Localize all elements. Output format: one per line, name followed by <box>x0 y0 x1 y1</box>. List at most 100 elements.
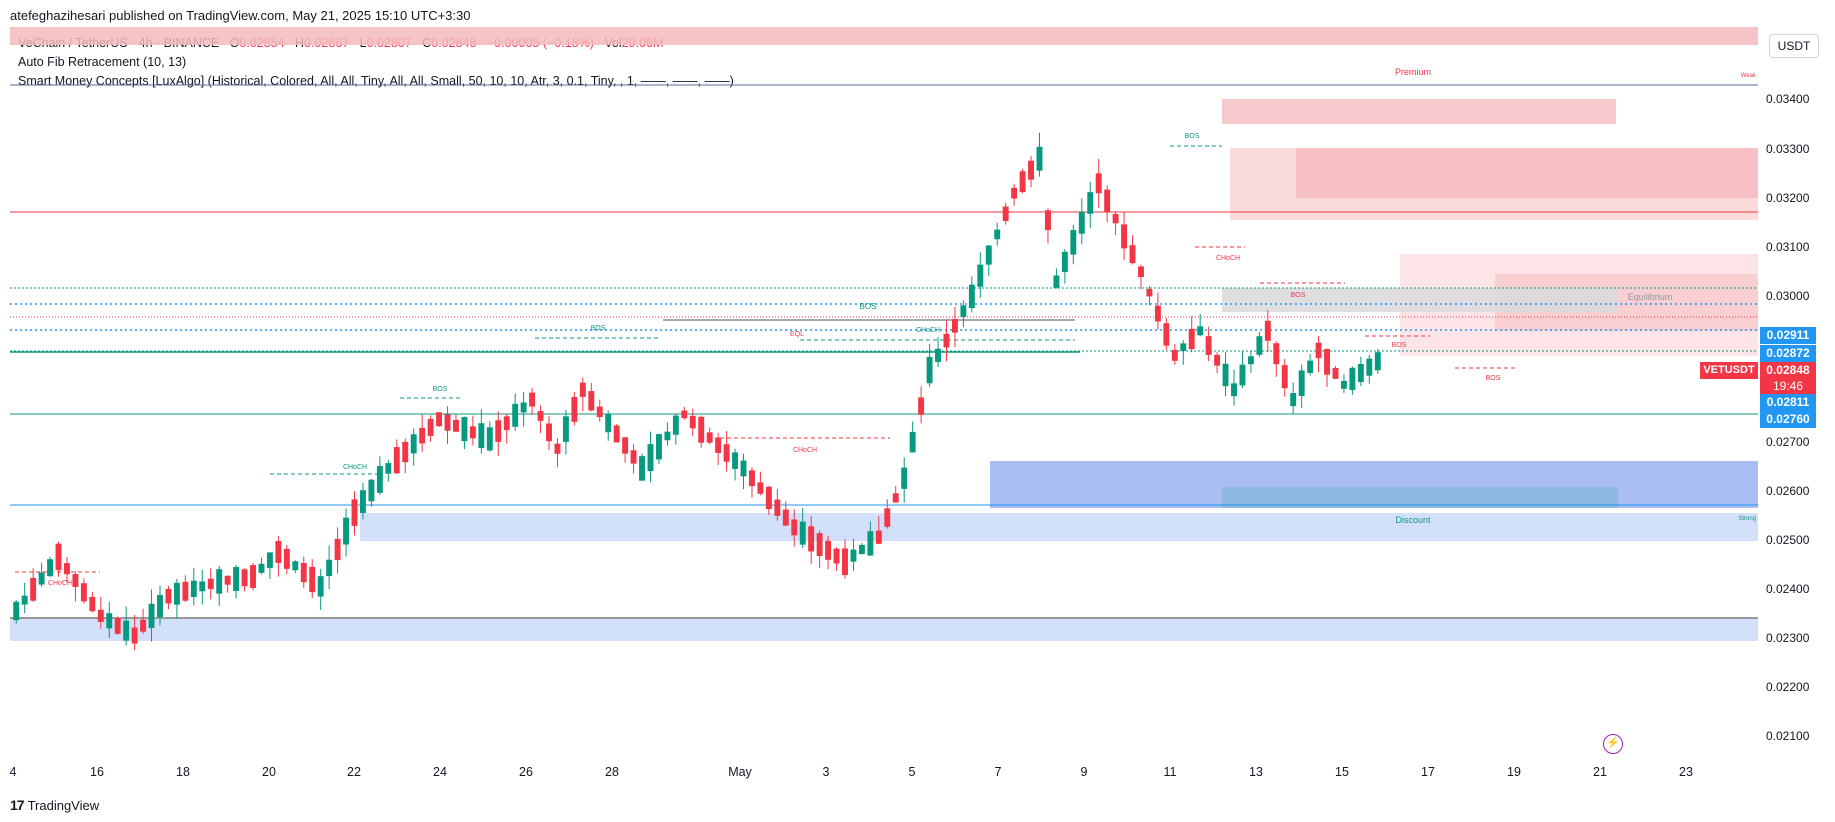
candle-body <box>1087 192 1094 214</box>
candle-body <box>292 561 299 571</box>
bos-label-4: BOS <box>1291 292 1306 299</box>
candle-body <box>1307 360 1314 374</box>
candle-body <box>199 581 206 592</box>
candle-body <box>1171 349 1178 361</box>
candle-body <box>960 305 967 317</box>
choch-label-4: CHoCH <box>1216 255 1240 262</box>
candle-body <box>157 594 163 618</box>
candle-body <box>799 521 806 545</box>
price-tick: 0.03200 <box>1766 191 1810 205</box>
price-chart[interactable]: Premium Discount Equilibrium Weak Strong… <box>0 25 1760 785</box>
candle-body <box>715 437 722 453</box>
time-tick: May <box>728 765 752 779</box>
candle-body <box>72 574 79 587</box>
candle-body <box>918 397 925 415</box>
candle-body <box>926 356 933 384</box>
candle-body <box>994 229 1001 240</box>
candle-body <box>630 450 637 464</box>
candle-body <box>740 460 747 477</box>
candle-body <box>1112 214 1119 224</box>
candle-body <box>1374 352 1381 371</box>
candle-body <box>317 576 324 597</box>
eql-label: EQL <box>790 331 804 338</box>
time-tick: 23 <box>1679 765 1693 779</box>
candle-body <box>723 444 730 462</box>
candle-body <box>1044 210 1051 231</box>
candle-body <box>520 402 527 413</box>
candle-body <box>867 531 874 556</box>
price-tick: 0.02500 <box>1766 533 1810 547</box>
candle-body <box>47 559 54 577</box>
candle-body <box>1264 320 1271 341</box>
candle-body <box>579 382 586 397</box>
structure-lines <box>15 145 1515 573</box>
lightning-icon[interactable]: ⚡ <box>1603 734 1623 754</box>
tradingview-brand[interactable]: 17 TradingView <box>10 797 99 813</box>
candle-body <box>131 627 138 644</box>
candle-body <box>858 544 865 555</box>
candle-body <box>21 595 28 605</box>
candle-body <box>283 548 290 569</box>
candle-body <box>850 549 857 562</box>
indicator-fib[interactable]: Auto Fib Retracement (10, 13) <box>18 55 187 69</box>
equilibrium-label: Equilibrium <box>1628 292 1673 302</box>
time-tick: 16 <box>90 765 104 779</box>
bar-countdown-tag: 19:46 <box>1760 378 1816 395</box>
last-price-tag: 0.02848 <box>1760 362 1816 379</box>
candle-body <box>55 543 62 571</box>
candle-body <box>250 565 256 588</box>
candle-body <box>385 463 392 474</box>
premium-ob-1 <box>1222 99 1616 124</box>
candle-body <box>985 245 992 265</box>
candle-body <box>97 609 104 622</box>
candle-body <box>1281 365 1288 389</box>
candle-body <box>1315 342 1322 359</box>
choch-label-5: CHoCH <box>48 580 72 587</box>
tradingview-logo: 17 <box>10 797 25 813</box>
fib-level-tag: 0.02811 <box>1760 394 1816 411</box>
time-tick: 19 <box>1507 765 1521 779</box>
candle-body <box>410 434 417 454</box>
candle-body <box>1357 364 1364 383</box>
candle-body <box>495 420 502 442</box>
candle-body <box>402 441 409 463</box>
candle-body <box>106 613 113 629</box>
candle-body <box>909 431 916 453</box>
candle-body <box>951 319 958 333</box>
candle-body <box>698 416 705 443</box>
price-tick: 0.02700 <box>1766 435 1810 449</box>
candle-body <box>1028 160 1035 180</box>
candle-body <box>655 434 662 460</box>
currency-button[interactable]: USDT <box>1769 34 1819 58</box>
candle-body <box>1349 367 1356 391</box>
candle-body <box>622 437 629 454</box>
levels <box>10 84 1758 619</box>
time-tick: 5 <box>908 765 916 779</box>
choch-label-1: CHoCH <box>343 464 367 471</box>
bos-label-1: BOS <box>591 325 606 332</box>
candle-body <box>765 486 772 510</box>
candle-body <box>1247 356 1254 365</box>
candle-body <box>749 470 755 487</box>
discount-label: Discount <box>1395 515 1431 525</box>
chart-annotations: Premium Discount Equilibrium Weak Strong… <box>48 67 1757 587</box>
price-tick: 0.03300 <box>1766 142 1810 156</box>
candle-body <box>182 581 189 601</box>
candle-body <box>588 391 595 411</box>
candle-body <box>216 569 223 594</box>
zones <box>10 27 1758 641</box>
time-tick: 4 <box>9 765 17 779</box>
candle-body <box>808 526 815 552</box>
candle-body <box>376 466 383 493</box>
candle-body <box>1222 363 1229 387</box>
bos-label-6: BOS <box>1486 375 1501 382</box>
candle-body <box>605 413 612 433</box>
candle-body <box>1298 370 1305 396</box>
candle-body <box>833 548 840 564</box>
candle-body <box>1290 393 1297 407</box>
choch-label-2: CHoCH <box>916 327 940 334</box>
candle-body <box>884 508 891 527</box>
candle-body <box>453 419 459 432</box>
premium-top-zone <box>10 27 1758 45</box>
candle-body <box>427 418 434 436</box>
